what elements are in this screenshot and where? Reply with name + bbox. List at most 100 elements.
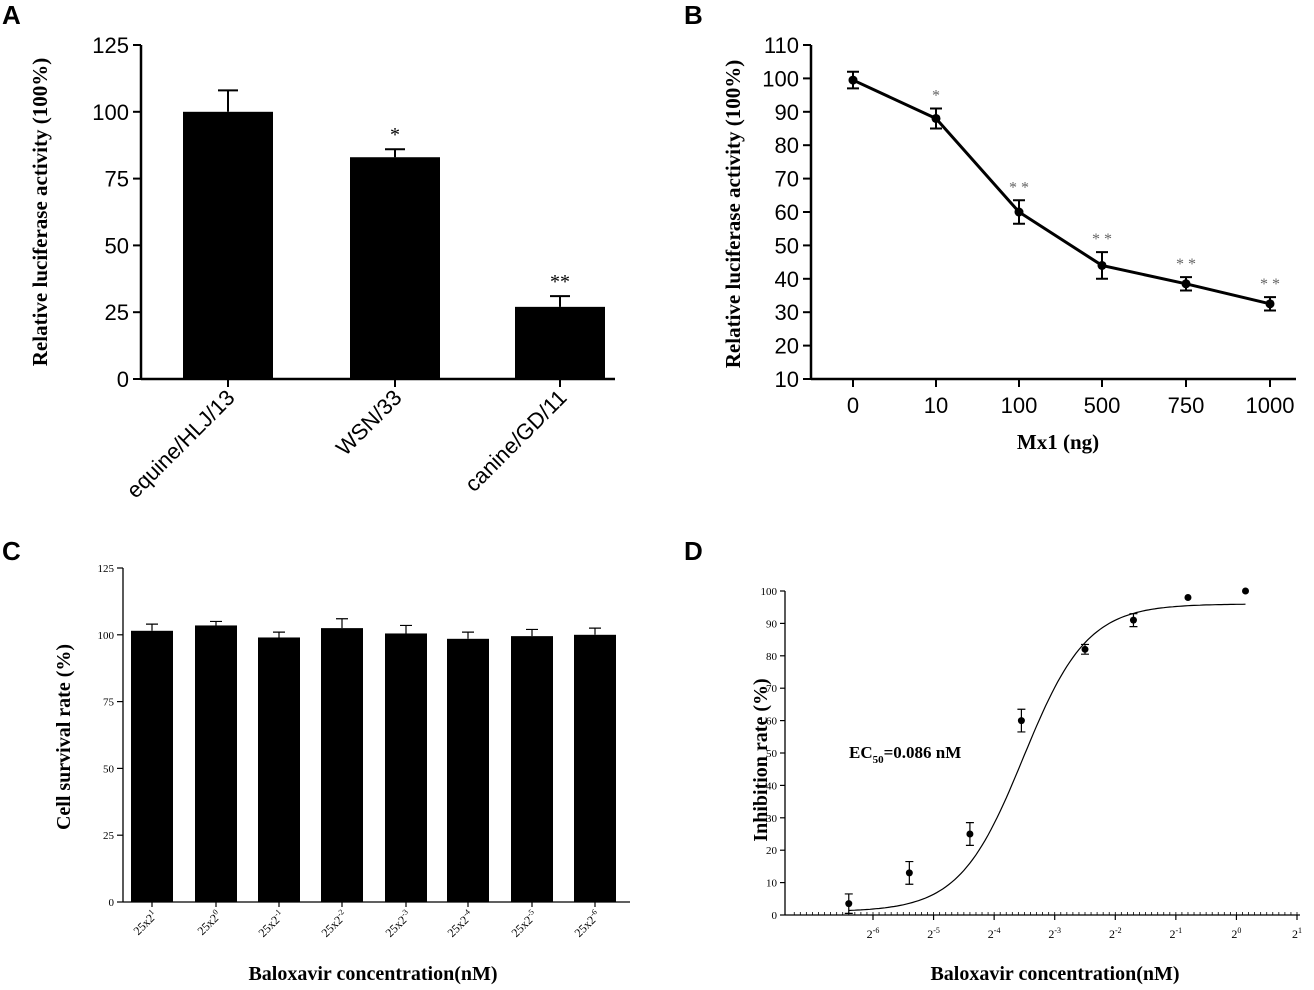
- y-axis-label: Relative luciferase activity (100%): [721, 60, 745, 368]
- data-point: [931, 113, 941, 123]
- error-bar: [210, 620, 222, 626]
- bar: [350, 157, 440, 379]
- error-bar: [385, 148, 405, 158]
- data-point: [1265, 299, 1275, 309]
- x-tick-label: 10: [924, 393, 948, 418]
- y-tick-label: 80: [775, 133, 799, 158]
- bar: [258, 637, 300, 902]
- x-tick-label: 750: [1168, 393, 1205, 418]
- y-tick-label: 75: [103, 697, 115, 709]
- y-tick-label: 0: [772, 910, 778, 922]
- x-tick-exponent: -6: [873, 926, 880, 935]
- chart-panel-c: Cell survival rate (%) Baloxavir concent…: [53, 563, 630, 985]
- significance-label: *: [390, 124, 400, 146]
- y-tick-label: 80: [766, 651, 778, 663]
- error-bar: [218, 89, 238, 112]
- bar: [515, 306, 605, 379]
- x-tick-exponent: 1: [1298, 926, 1302, 935]
- bar: [183, 111, 273, 380]
- x-tick-exponent: 0: [211, 908, 220, 917]
- x-tick-base: 2: [1170, 927, 1176, 941]
- y-tick-label: 60: [775, 200, 799, 225]
- y-tick-label: 40: [775, 267, 799, 292]
- x-tick-exponent: -5: [933, 926, 940, 935]
- y-tick-label: 110: [764, 33, 799, 58]
- data-point: [1184, 593, 1192, 601]
- y-axis-label: Relative luciferase activity (100%): [28, 58, 52, 366]
- x-tick-label: 500: [1084, 393, 1121, 418]
- x-tick-label: 2-5: [927, 926, 940, 941]
- data-point: [1242, 587, 1250, 595]
- y-tick-label: 30: [775, 300, 799, 325]
- x-tick-exponent: -2: [1115, 926, 1122, 935]
- error-bar: [273, 631, 285, 638]
- x-tick-exponent: -2: [335, 908, 346, 919]
- significance-label: **: [550, 271, 570, 293]
- x-tick-exponent: -3: [1054, 926, 1061, 935]
- panel-letter-a: A: [2, 0, 21, 30]
- data-point: [848, 75, 858, 85]
- significance-label: * *: [1092, 231, 1112, 248]
- x-tick-base: 2: [927, 927, 933, 941]
- data-point: [1014, 207, 1024, 217]
- y-tick-label: 25: [105, 300, 129, 325]
- panel-letter-c: C: [2, 536, 21, 566]
- data-point: [905, 869, 913, 877]
- x-tick-label: 1000: [1246, 393, 1295, 418]
- error-bar: [400, 624, 412, 634]
- y-tick-label: 100: [762, 66, 799, 91]
- error-bar: [526, 628, 538, 637]
- y-tick-label: 0: [117, 367, 129, 392]
- y-tick-label: 10: [775, 367, 799, 392]
- chart-panel-b: Relative luciferase activity (100%) Mx1 …: [721, 33, 1296, 454]
- y-tick-label: 20: [775, 334, 799, 359]
- x-tick-base: 2: [1109, 927, 1115, 941]
- x-tick-label: 2-6: [867, 926, 880, 941]
- y-tick-label: 50: [766, 748, 778, 760]
- x-tick-label: canine/GD/11: [460, 385, 572, 497]
- x-tick-exponent: -1: [272, 908, 283, 919]
- y-tick-label: 70: [775, 167, 799, 192]
- x-tick-exponent: -4: [994, 926, 1001, 935]
- ec50-prefix: EC: [849, 743, 873, 762]
- bar: [321, 628, 363, 902]
- series-line: [852, 78, 1271, 306]
- x-tick-base: 2: [1048, 927, 1054, 941]
- x-tick-base: 2: [1292, 927, 1298, 941]
- y-tick-label: 0: [109, 897, 115, 909]
- y-tick-label: 125: [98, 563, 115, 575]
- significance-label: * *: [1176, 256, 1196, 273]
- bar: [447, 638, 489, 902]
- data-point: [1097, 260, 1107, 270]
- y-tick-label: 10: [766, 878, 778, 890]
- x-tick-base: 2: [1231, 927, 1237, 941]
- error-bar: [589, 627, 601, 635]
- x-tick-exponent: -3: [399, 908, 410, 919]
- x-tick-exponent: -1: [1176, 926, 1183, 935]
- error-bar: [462, 631, 474, 639]
- y-tick-label: 50: [103, 763, 115, 775]
- panel-letter-b: B: [684, 0, 703, 30]
- y-tick-label: 70: [766, 683, 778, 695]
- significance-label: * *: [1009, 179, 1029, 196]
- error-bar: [336, 618, 348, 629]
- chart-panel-a: Relative luciferase activity (100%) 0 25 5…: [28, 33, 615, 503]
- data-point: [1081, 645, 1089, 653]
- chart-panel-d: Inhibition rate (%) Baloxavir concentrat…: [750, 586, 1302, 985]
- y-tick-label: 25: [103, 830, 115, 842]
- x-tick-label: equine/HLJ/13: [122, 385, 240, 503]
- x-tick-label: 2-4: [988, 926, 1001, 941]
- x-tick-label: 100: [1001, 393, 1038, 418]
- y-tick-label: 75: [105, 167, 129, 192]
- bar: [131, 630, 173, 902]
- x-tick-exponent: 0: [1237, 926, 1241, 935]
- y-axis-label: Cell survival rate (%): [53, 644, 75, 830]
- bar: [195, 625, 237, 902]
- x-tick-exponent: -6: [588, 908, 599, 919]
- bar: [385, 633, 427, 902]
- y-tick-label: 125: [92, 33, 129, 58]
- y-tick-label: 100: [98, 630, 115, 642]
- x-tick-label: 25x20: [194, 908, 224, 938]
- significance-label: *: [932, 87, 940, 104]
